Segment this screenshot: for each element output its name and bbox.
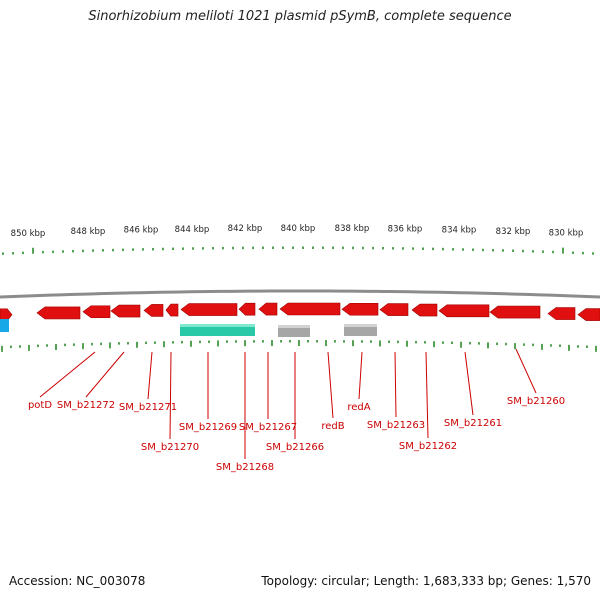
gene-leader-line — [515, 348, 537, 394]
scale-label: 846 kbp — [124, 226, 159, 236]
gene-leader-line — [169, 351, 172, 440]
gene-leader-line — [85, 351, 125, 398]
map-title: Sinorhizobium meliloti 1021 plasmid pSym… — [88, 9, 512, 24]
gene-label[interactable]: SM_b21267 — [239, 422, 297, 433]
gene-leader-line — [39, 351, 96, 398]
scale-label: 832 kbp — [496, 227, 531, 237]
gene-label[interactable]: redA — [347, 402, 370, 413]
scale-label: 834 kbp — [442, 226, 477, 236]
gene-arrow[interactable] — [258, 302, 278, 316]
feature-bar-blue[interactable] — [0, 319, 9, 332]
gene-leader-line — [425, 351, 429, 439]
gene-label[interactable]: SM_b21262 — [399, 441, 457, 452]
scale-label: 850 kbp — [11, 229, 46, 239]
gene-leader-line — [327, 351, 334, 419]
gene-label[interactable]: SM_b21266 — [266, 442, 324, 453]
gene-leader-line — [464, 351, 474, 416]
backbone-arc — [0, 289, 600, 299]
gene-label[interactable]: SM_b21263 — [367, 420, 425, 431]
gene-arrow[interactable] — [180, 303, 238, 316]
feature-bar-gray-highlight — [344, 324, 377, 327]
gene-label[interactable]: SM_b21260 — [507, 396, 565, 407]
gene-arrow[interactable] — [577, 308, 600, 321]
feature-bar-cyan-highlight — [180, 324, 255, 327]
gene-arrow[interactable] — [411, 303, 438, 317]
feature-bar-gray-highlight — [278, 325, 310, 328]
gene-label[interactable]: SM_b21261 — [444, 418, 502, 429]
scale-label: 838 kbp — [335, 224, 370, 234]
gene-arrow[interactable] — [238, 302, 256, 316]
gene-arrow[interactable] — [341, 302, 379, 316]
topology-summary: Topology: circular; Length: 1,683,333 bp… — [261, 574, 591, 588]
gene-arrow[interactable] — [547, 307, 576, 320]
scale-label: 836 kbp — [388, 225, 423, 235]
gene-arrow[interactable] — [82, 305, 111, 319]
gene-label[interactable]: SM_b21268 — [216, 462, 274, 473]
gene-arrow[interactable] — [165, 303, 179, 317]
gene-label[interactable]: SM_b21271 — [119, 402, 177, 413]
gene-arrow[interactable] — [489, 305, 541, 319]
gene-arrow[interactable] — [279, 302, 341, 316]
accession-text: Accession: NC_003078 — [9, 574, 146, 588]
scale-label: 840 kbp — [281, 224, 316, 234]
scale-label: 848 kbp — [71, 227, 106, 237]
gene-arrow[interactable] — [36, 306, 81, 320]
scale-label: 842 kbp — [228, 224, 263, 234]
gene-arrow[interactable] — [0, 308, 13, 322]
gene-arrow[interactable] — [143, 304, 164, 317]
gene-label[interactable]: SM_b21270 — [141, 442, 199, 453]
gene-arrow[interactable] — [379, 303, 409, 316]
gene-label[interactable]: potD — [28, 400, 52, 411]
gene-arrow[interactable] — [438, 304, 490, 318]
gene-label[interactable]: redB — [321, 421, 344, 432]
scale-label: 830 kbp — [549, 229, 584, 239]
gene-leader-line — [358, 351, 363, 400]
gene-arrow[interactable] — [110, 304, 141, 318]
gene-leader-line — [394, 351, 397, 418]
gene-label[interactable]: SM_b21269 — [179, 422, 237, 433]
gene-leader-line — [147, 351, 153, 400]
scale-label: 844 kbp — [175, 225, 210, 235]
gene-label[interactable]: SM_b21272 — [57, 400, 115, 411]
